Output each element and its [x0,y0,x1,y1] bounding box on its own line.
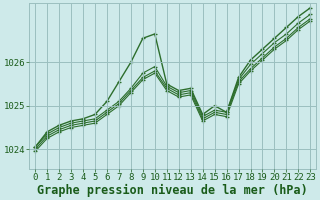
X-axis label: Graphe pression niveau de la mer (hPa): Graphe pression niveau de la mer (hPa) [37,183,308,197]
